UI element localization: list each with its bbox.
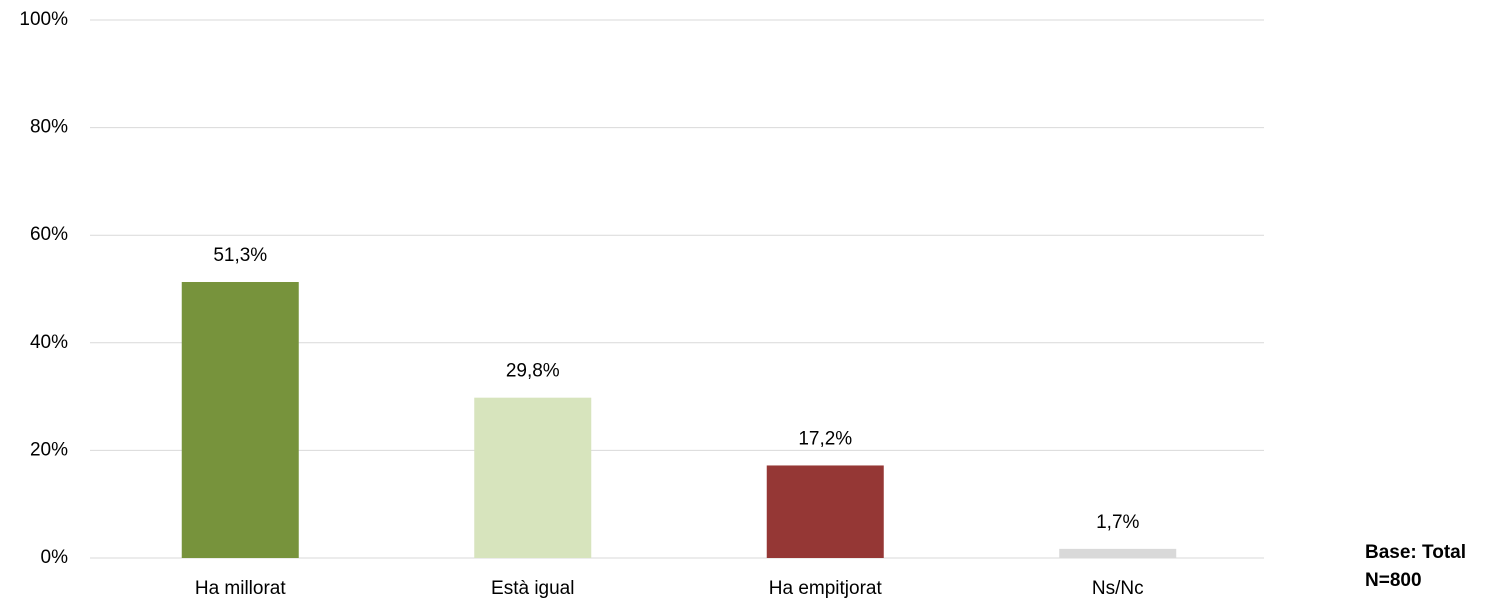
y-tick-label: 100% [19, 9, 68, 30]
bar [181, 282, 299, 558]
data-label: 51,3% [213, 245, 267, 266]
y-tick-label: 60% [30, 224, 68, 245]
bar [766, 465, 884, 558]
x-tick-label: Ns/Nc [1092, 578, 1144, 599]
y-tick-label: 40% [30, 332, 68, 353]
annotation: Base: Total [1365, 542, 1466, 563]
x-tick-label: Està igual [491, 578, 574, 599]
annotation: N=800 [1365, 570, 1422, 591]
data-label: 17,2% [798, 428, 852, 449]
bar [474, 397, 592, 558]
data-label: 29,8% [506, 361, 560, 382]
y-tick-label: 0% [41, 547, 69, 568]
y-tick-label: 80% [30, 117, 68, 138]
x-tick-label: Ha empitjorat [769, 578, 883, 599]
bar [1059, 548, 1177, 558]
data-label: 1,7% [1096, 512, 1139, 533]
y-tick-label: 20% [30, 439, 68, 460]
x-tick-label: Ha millorat [195, 578, 287, 599]
